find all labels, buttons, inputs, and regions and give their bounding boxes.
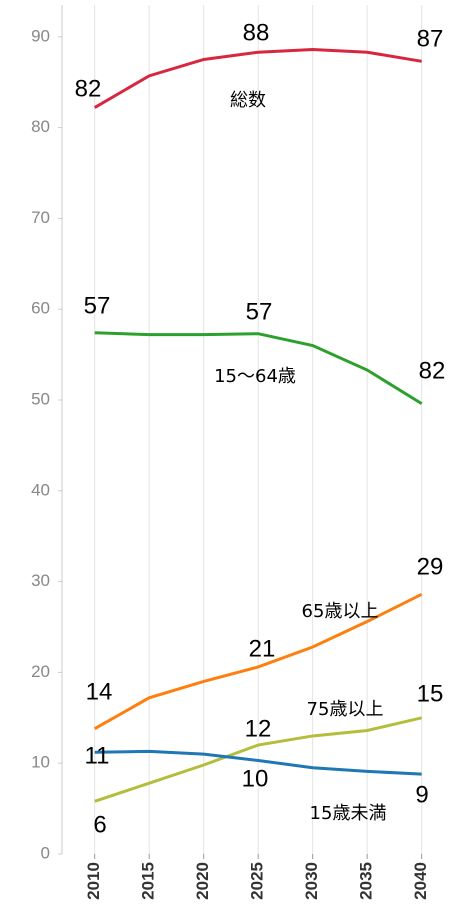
y-tick-label: 60 bbox=[31, 299, 50, 318]
annotation: 57 bbox=[246, 298, 273, 325]
y-tick-label: 10 bbox=[31, 753, 50, 772]
y-tick-label: 20 bbox=[31, 662, 50, 681]
series-label: 15歳未満 bbox=[310, 803, 387, 824]
series-line bbox=[93, 47, 422, 109]
annotation: 11 bbox=[85, 742, 110, 769]
series-line bbox=[94, 331, 423, 405]
annotation: 87 bbox=[417, 25, 444, 52]
annotation: 9 bbox=[415, 781, 428, 808]
annotation: 82 bbox=[419, 357, 446, 384]
annotation: 14 bbox=[86, 678, 113, 705]
series-line bbox=[94, 716, 423, 803]
series-label: 75歳以上 bbox=[307, 699, 384, 720]
y-tick-label: 90 bbox=[31, 26, 50, 45]
y-tick-label: 30 bbox=[31, 571, 50, 590]
x-tick-label: 2040 bbox=[411, 862, 430, 900]
y-tick-label: 80 bbox=[31, 117, 50, 136]
annotation: 21 bbox=[249, 635, 276, 662]
x-tick-label: 2035 bbox=[357, 862, 376, 900]
annotation: 29 bbox=[417, 553, 444, 580]
y-tick-label: 50 bbox=[31, 389, 50, 408]
annotation: 57 bbox=[84, 292, 111, 319]
y-tick-label: 70 bbox=[31, 208, 50, 227]
series-label: 総数 bbox=[230, 90, 266, 111]
annotation: 6 bbox=[93, 811, 106, 838]
x-tick-label: 2025 bbox=[248, 862, 267, 900]
series-label: 65歳以上 bbox=[302, 601, 379, 622]
annotation: 15 bbox=[417, 680, 444, 707]
series-line bbox=[94, 749, 422, 776]
x-tick-label: 2015 bbox=[139, 862, 158, 900]
x-tick-label: 2020 bbox=[193, 862, 212, 900]
annotation: 10 bbox=[242, 765, 269, 792]
series-label: 15～64歳 bbox=[214, 366, 296, 387]
y-tick-label: 40 bbox=[31, 480, 50, 499]
y-tick-label: 0 bbox=[41, 843, 50, 862]
annotation: 88 bbox=[243, 19, 270, 46]
x-tick-label: 2030 bbox=[302, 862, 321, 900]
series-line bbox=[93, 592, 423, 730]
annotation: 12 bbox=[245, 715, 272, 742]
x-tick-label: 2010 bbox=[84, 862, 103, 900]
annotation: 82 bbox=[75, 75, 102, 102]
